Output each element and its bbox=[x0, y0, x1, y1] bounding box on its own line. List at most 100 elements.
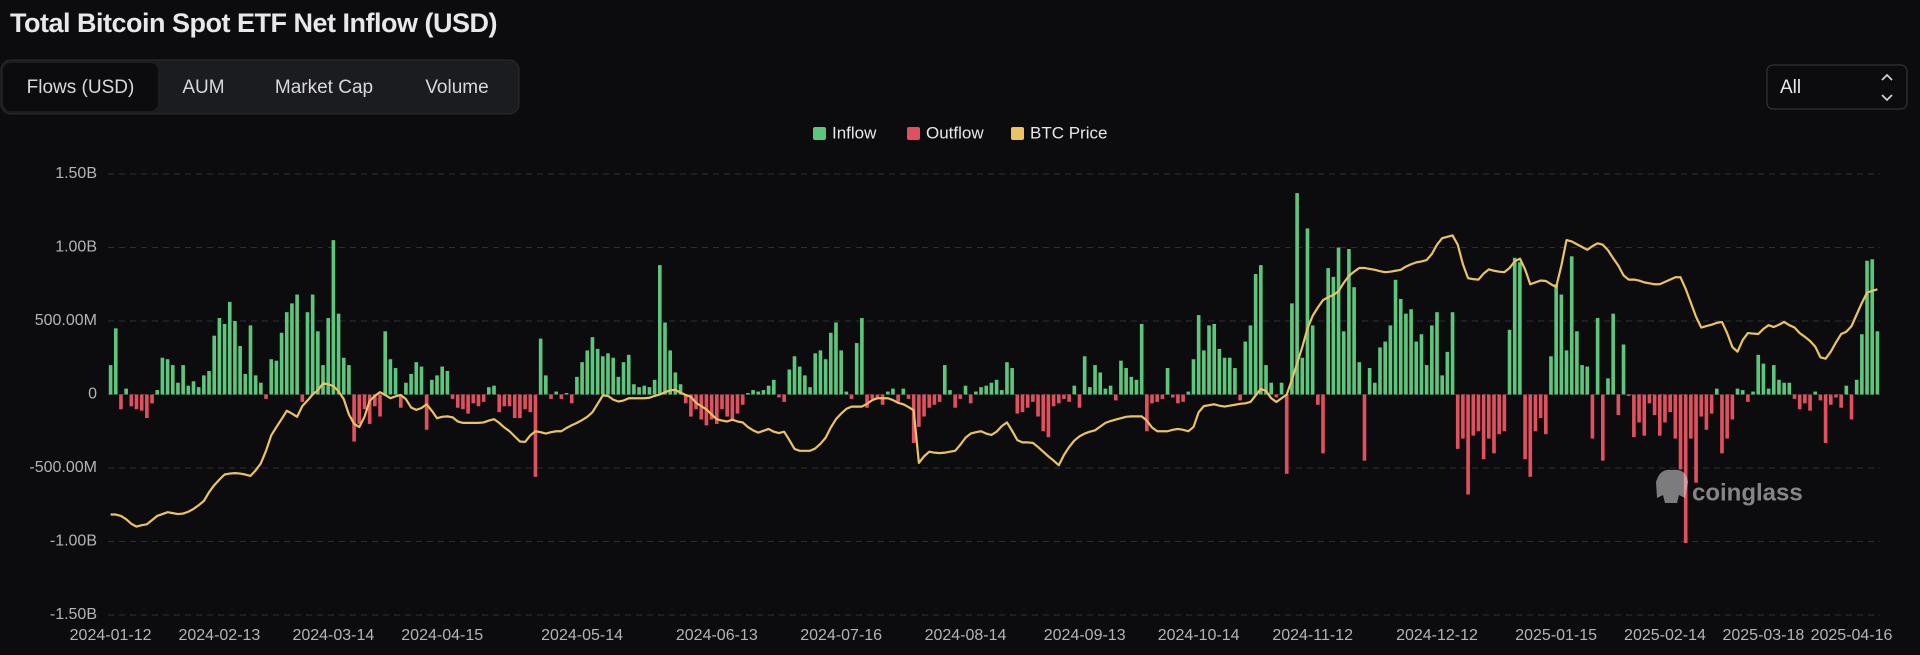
bar bbox=[274, 360, 279, 395]
bar bbox=[1486, 394, 1491, 439]
bar bbox=[310, 294, 315, 395]
bar bbox=[1248, 325, 1253, 395]
bar bbox=[860, 318, 864, 395]
bar bbox=[1010, 368, 1014, 395]
x-tick-label: 2024-06-13 bbox=[676, 627, 758, 644]
bar bbox=[1139, 323, 1144, 395]
bar bbox=[1098, 372, 1103, 395]
bar bbox=[683, 394, 688, 404]
bar bbox=[1865, 260, 1869, 395]
bar bbox=[1771, 365, 1776, 395]
bar bbox=[942, 365, 947, 395]
bar bbox=[518, 394, 522, 419]
tab-label[interactable]: Volume bbox=[425, 77, 488, 98]
bar bbox=[963, 385, 968, 395]
bar bbox=[554, 391, 558, 395]
bar bbox=[1533, 394, 1538, 432]
bar bbox=[1186, 391, 1191, 395]
bar bbox=[953, 394, 957, 408]
bar bbox=[1300, 357, 1305, 395]
bar bbox=[1813, 391, 1818, 395]
bar bbox=[1341, 331, 1346, 395]
range-select[interactable] bbox=[1766, 64, 1908, 110]
bar bbox=[207, 370, 211, 395]
bar bbox=[165, 359, 170, 395]
bar bbox=[1492, 394, 1496, 454]
x-tick-label: 2025-01-15 bbox=[1515, 627, 1597, 644]
bar bbox=[1751, 391, 1755, 395]
bar bbox=[476, 394, 481, 407]
bar bbox=[937, 394, 942, 402]
bar bbox=[1673, 394, 1678, 439]
bar bbox=[492, 385, 496, 395]
bar bbox=[398, 394, 403, 408]
bar bbox=[487, 387, 491, 395]
bar bbox=[1072, 385, 1077, 395]
lines bbox=[110, 234, 1878, 528]
bar bbox=[740, 394, 745, 405]
bar bbox=[1336, 247, 1341, 395]
bar bbox=[1383, 341, 1388, 395]
bar bbox=[461, 394, 465, 410]
bar bbox=[1041, 394, 1046, 432]
bar bbox=[735, 394, 740, 414]
bar bbox=[657, 265, 662, 395]
bar bbox=[1274, 394, 1279, 398]
bar bbox=[264, 394, 268, 399]
bar bbox=[751, 390, 755, 395]
legend-swatch[interactable] bbox=[813, 127, 826, 140]
bar bbox=[1704, 394, 1709, 430]
bar bbox=[284, 312, 289, 395]
bar bbox=[331, 240, 336, 395]
bar bbox=[901, 388, 906, 395]
bar bbox=[720, 394, 724, 410]
bar bbox=[1357, 362, 1362, 395]
bar bbox=[404, 382, 408, 395]
y-tick-label: -500.00M bbox=[29, 459, 97, 476]
bar bbox=[746, 393, 750, 395]
bar bbox=[1740, 390, 1745, 395]
bar bbox=[471, 394, 476, 404]
bar bbox=[1103, 388, 1108, 395]
bar bbox=[1523, 394, 1527, 460]
legend-swatch[interactable] bbox=[907, 127, 920, 140]
bar bbox=[1388, 325, 1393, 395]
tab-label[interactable]: Flows (USD) bbox=[27, 77, 135, 98]
bar bbox=[383, 331, 388, 395]
bar bbox=[1222, 357, 1227, 395]
bar bbox=[1124, 368, 1128, 395]
bar bbox=[1414, 341, 1419, 395]
bar bbox=[1450, 312, 1455, 395]
bar bbox=[419, 366, 424, 395]
bar bbox=[1108, 385, 1113, 395]
legend-label[interactable]: BTC Price bbox=[1030, 123, 1107, 142]
bar bbox=[844, 391, 849, 395]
bar bbox=[1657, 394, 1662, 436]
bar bbox=[1590, 394, 1595, 439]
bar bbox=[803, 375, 807, 395]
bar bbox=[435, 375, 439, 395]
bar bbox=[507, 394, 512, 407]
bar bbox=[1746, 394, 1750, 402]
legend-label[interactable]: Outflow bbox=[926, 123, 984, 142]
price-line bbox=[110, 234, 1878, 528]
bar bbox=[1870, 259, 1875, 395]
bar bbox=[1352, 287, 1356, 395]
bar bbox=[1264, 365, 1268, 395]
tab-label[interactable]: Market Cap bbox=[275, 77, 373, 98]
bar bbox=[1077, 394, 1082, 408]
legend-swatch[interactable] bbox=[1011, 127, 1024, 140]
tab-label[interactable]: AUM bbox=[182, 77, 224, 98]
bar bbox=[1321, 394, 1325, 454]
range-select-label[interactable]: All bbox=[1780, 77, 1801, 98]
axes: 1.50B 1.00B 500.00M 0 -500.00M -1.00B -1.50B 20… bbox=[29, 165, 1892, 644]
bar bbox=[150, 394, 154, 404]
y-tick-label: 1.50B bbox=[55, 165, 97, 182]
bar bbox=[999, 390, 1004, 395]
bar bbox=[1331, 276, 1336, 395]
bar bbox=[611, 357, 615, 395]
bar bbox=[1818, 394, 1823, 401]
y-tick-label: -1.50B bbox=[50, 606, 97, 623]
legend-label[interactable]: Inflow bbox=[832, 123, 877, 142]
